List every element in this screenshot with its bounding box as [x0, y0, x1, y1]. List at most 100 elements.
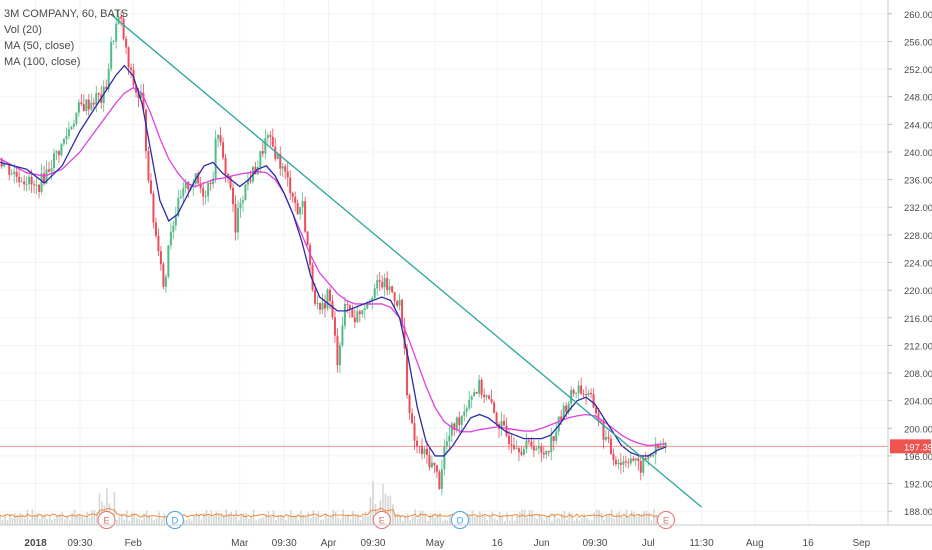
price-axis[interactable]: 260.00 256.00 252.00 248.00 244.00 240.00 236.…: [887, 0, 932, 525]
volume-bar: [367, 515, 369, 525]
legend-ma50[interactable]: MA (50, close): [4, 40, 75, 52]
candle-body: [289, 177, 292, 194]
candle-body: [435, 465, 438, 472]
earnings-marker[interactable]: [657, 511, 675, 529]
candle-body: [70, 126, 73, 130]
candle-body: [627, 462, 630, 464]
candle-body: [411, 413, 414, 424]
candle-body: [371, 297, 374, 301]
volume-bar: [314, 516, 317, 525]
volume-bar: [643, 511, 645, 525]
candle-body: [398, 299, 401, 306]
candle-body: [580, 385, 583, 394]
candle-body: [346, 303, 349, 306]
candle-body: [236, 208, 239, 233]
dividend-marker[interactable]: [165, 511, 184, 529]
volume-ma-line: [0, 507, 664, 518]
volume-bar: [198, 514, 200, 525]
candle-body: [522, 449, 525, 455]
candle-body: [326, 289, 329, 309]
candle-body: [602, 421, 605, 440]
volume-bar: [158, 511, 160, 525]
candle-body: [130, 67, 133, 70]
candle-body: [378, 280, 381, 282]
candle-body: [219, 135, 222, 143]
earnings-marker[interactable]: [97, 511, 116, 529]
volume-bar: [533, 516, 536, 525]
candle-body: [425, 448, 428, 455]
volume-bar: [411, 515, 414, 525]
volume-bar: [498, 511, 501, 525]
candle-body: [8, 163, 11, 175]
candle-body: [319, 303, 322, 310]
volume-bar: [193, 515, 195, 525]
volume-bar: [222, 515, 225, 525]
volume-bar: [399, 515, 402, 525]
legend-symbol[interactable]: 3M COMPANY, 60, BATS: [4, 8, 129, 20]
volume-bar: [6, 520, 9, 525]
candle-body: [55, 151, 58, 154]
candle-body: [550, 436, 553, 453]
time-axis[interactable]: 2018 09:30 Feb Mar 09:30 Apr 09:30 May 16 Jun 09:3…: [0, 524, 932, 549]
earnings-marker[interactable]: [372, 511, 391, 529]
candle-body: [127, 47, 130, 68]
volume-bar: [257, 518, 260, 525]
volume-bar: [58, 513, 61, 525]
volume-bar: [416, 518, 419, 525]
volume-bar: [474, 516, 476, 525]
candle-body: [159, 251, 162, 265]
candle-body: [557, 416, 560, 432]
candle-body: [433, 462, 436, 466]
y-tick-label: 252.00: [904, 65, 932, 76]
candle-body: [75, 112, 78, 124]
candle-body: [229, 176, 232, 188]
candle-body: [657, 443, 660, 449]
volume-bar: [280, 516, 282, 525]
candle-body: [361, 310, 364, 315]
candle-body: [43, 173, 46, 184]
candle-body: [82, 104, 85, 111]
volume-bar: [613, 518, 615, 525]
volume-bar: [329, 517, 332, 525]
candle-body: [164, 276, 167, 287]
candle-body: [167, 245, 170, 277]
dividend-marker-label: D: [171, 516, 178, 527]
volume-bar: [645, 510, 648, 525]
volume-bar: [262, 517, 265, 525]
volume-bar: [218, 514, 220, 525]
legend-volume[interactable]: Vol (20): [4, 24, 42, 36]
volume-bar: [439, 512, 441, 525]
candle-body: [157, 235, 160, 252]
volume-bar: [566, 519, 568, 525]
volume-bar: [53, 518, 56, 525]
candle-body: [33, 184, 36, 186]
trendline[interactable]: [110, 14, 702, 508]
volume-bar: [436, 513, 439, 525]
volume-bar: [247, 518, 250, 525]
volume-bar: [205, 510, 208, 525]
candle-body: [520, 452, 523, 455]
volume-bar: [0, 515, 1, 525]
candle-body: [95, 93, 98, 105]
volume-bar: [404, 515, 407, 525]
x-tick-label: Jul: [642, 538, 655, 549]
candle-body: [144, 109, 147, 152]
volume-bar: [302, 514, 305, 525]
volume-bar: [633, 511, 635, 525]
dividend-marker[interactable]: [450, 511, 469, 529]
volume-bar: [337, 517, 339, 525]
legend-ma100[interactable]: MA (100, close): [4, 56, 81, 68]
candle-body: [622, 461, 625, 465]
candle-body: [420, 446, 423, 454]
volume-bar: [43, 514, 46, 525]
candle-body: [356, 311, 359, 323]
ma100-line: [0, 86, 667, 447]
candle-body: [430, 462, 433, 468]
candle-body: [10, 174, 13, 175]
volume-bar: [610, 509, 613, 525]
candle-body: [209, 182, 212, 185]
x-tick-label: 16: [803, 538, 815, 549]
candle-body: [416, 440, 419, 447]
candle-body: [644, 458, 647, 460]
